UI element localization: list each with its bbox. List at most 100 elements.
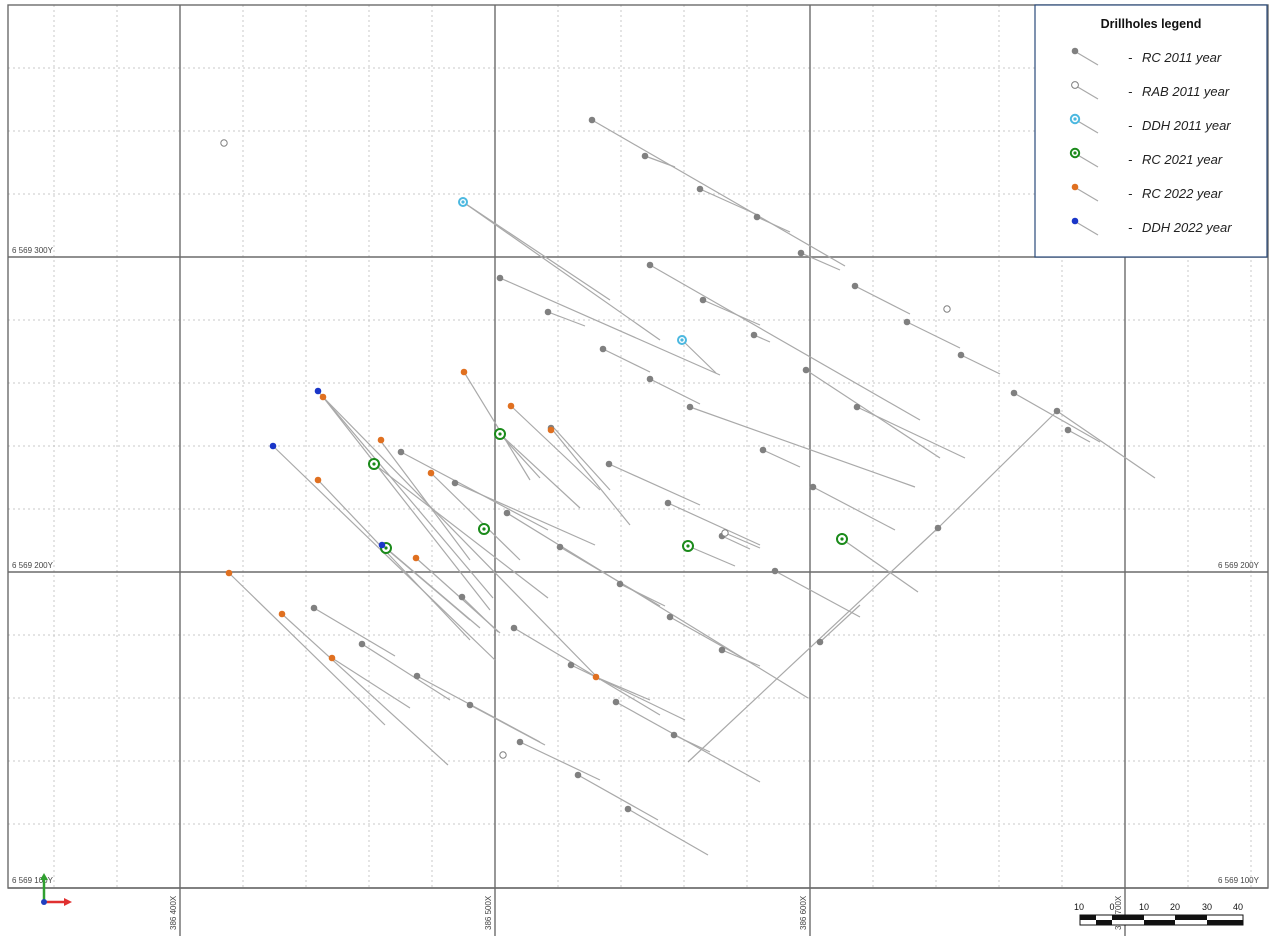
rc-2011-collar[interactable]: [516, 738, 524, 746]
rc-2011-collar[interactable]: [802, 366, 810, 374]
rc-2011-collar[interactable]: [664, 499, 672, 507]
rc-2011-collar[interactable]: [750, 331, 758, 339]
legend-label: DDH 2022 year: [1142, 220, 1232, 235]
rc-2022-collar[interactable]: [225, 569, 233, 577]
rc-2022-collar[interactable]: [427, 469, 435, 477]
rc-2022-collar[interactable]: [507, 402, 515, 410]
rc-2011-collar[interactable]: [670, 731, 678, 739]
easting-label-700: 386 700X: [1114, 895, 1123, 930]
rab-2011-collar[interactable]: [499, 751, 507, 759]
rc-2011-collar[interactable]: [851, 282, 859, 290]
rc-2011-collar[interactable]: [1053, 407, 1061, 415]
rab-2011-collar[interactable]: [721, 529, 729, 537]
rc-2011-collar[interactable]: [510, 624, 518, 632]
rc-2011-collar[interactable]: [699, 296, 707, 304]
drillhole-trace: [841, 538, 919, 593]
rc-2011-collar[interactable]: [816, 638, 824, 646]
drillhole-trace: [595, 676, 651, 701]
rc-2021-collar[interactable]: [494, 428, 506, 440]
rc-2011-collar[interactable]: [588, 116, 596, 124]
drillhole-trace: [499, 277, 721, 376]
rc-2011-collar[interactable]: [903, 318, 911, 326]
rc-2021-collar[interactable]: [478, 523, 490, 535]
rc-2011-collar[interactable]: [771, 567, 779, 575]
rc-2011-collar[interactable]: [413, 672, 421, 680]
rc-2011-collar[interactable]: [616, 580, 624, 588]
rc-2011-collar[interactable]: [1010, 389, 1018, 397]
rc-2011-collar[interactable]: [696, 185, 704, 193]
rc-2011-collar[interactable]: [567, 661, 575, 669]
rab-2011-collar[interactable]: [220, 139, 228, 147]
rc-2022-collar[interactable]: [377, 436, 385, 444]
rc-2011-collar[interactable]: [718, 646, 726, 654]
rc-2011-collar[interactable]: [599, 345, 607, 353]
drillhole-trace: [687, 545, 736, 567]
rc-2022-collar[interactable]: [412, 554, 420, 562]
rc-2022-collar[interactable]: [460, 368, 468, 376]
ddh-2022-collar[interactable]: [378, 541, 386, 549]
rc-2011-collar[interactable]: [641, 152, 649, 160]
drillhole-trace: [228, 572, 386, 726]
rc-2011-collar[interactable]: [612, 698, 620, 706]
rc-2011-collar[interactable]: [686, 403, 694, 411]
rc-2011-collar[interactable]: [458, 593, 466, 601]
rc-2011-collar[interactable]: [797, 249, 805, 257]
ddh-2022-collar[interactable]: [314, 387, 322, 395]
rc-2011-collar[interactable]: [809, 483, 817, 491]
rc-2021-collar[interactable]: [368, 458, 380, 470]
rc-2021-collar[interactable]: [836, 533, 848, 545]
rc-2011-collar[interactable]: [451, 479, 459, 487]
drillhole-trace: [559, 546, 661, 607]
rc-2011-collar[interactable]: [853, 403, 861, 411]
rc-2021-collar[interactable]: [682, 540, 694, 552]
rc-2022-collar[interactable]: [319, 393, 327, 401]
drillhole-trace: [721, 649, 761, 667]
rc-2022-collar[interactable]: [314, 476, 322, 484]
rc-2011-collar[interactable]: [556, 543, 564, 551]
rc-2011-collar[interactable]: [310, 604, 318, 612]
rc-2022-collar[interactable]: [278, 610, 286, 618]
rc-2022-collar[interactable]: [328, 654, 336, 662]
drillhole-trace: [721, 535, 751, 550]
rc-2011-collar[interactable]: [666, 613, 674, 621]
drillhole-trace: [322, 396, 601, 681]
rab-2011-collar[interactable]: [943, 305, 951, 313]
rc-2011-collar[interactable]: [934, 524, 942, 532]
rc-2011-collar[interactable]: [1064, 426, 1072, 434]
drillhole-trace: [454, 482, 596, 546]
rc-2011-collar[interactable]: [957, 351, 965, 359]
rc-2022-collar[interactable]: [592, 673, 600, 681]
legend-item-0: - RC 2011 year: [1071, 47, 1222, 66]
scale-bar-block: [1175, 915, 1207, 920]
ddh-2022-collar[interactable]: [269, 442, 277, 450]
drillhole-trace: [602, 348, 651, 373]
rc-2011-collar[interactable]: [759, 446, 767, 454]
rc-2011-collar[interactable]: [466, 701, 474, 709]
drillhole-trace: [499, 433, 581, 509]
scale-label-40: 40: [1233, 902, 1243, 912]
rc-2011-collar[interactable]: [605, 460, 613, 468]
rc-2011-collar[interactable]: [574, 771, 582, 779]
rc-2011-collar[interactable]: [358, 640, 366, 648]
rc-2011-collar[interactable]: [503, 509, 511, 517]
rc-2011-collar[interactable]: [624, 805, 632, 813]
drillhole-trace: [317, 390, 494, 599]
legend-item-4: - RC 2022 year: [1071, 183, 1223, 202]
rc-2011-collar[interactable]: [544, 308, 552, 316]
drillhole-trace: [673, 734, 711, 753]
ddh-2011-collar[interactable]: [458, 197, 468, 207]
rc-2011-collar[interactable]: [496, 274, 504, 282]
rc-2011-collar[interactable]: [753, 213, 761, 221]
ddh-2011-collar[interactable]: [677, 335, 687, 345]
easting-label-600: 386 600X: [799, 895, 808, 930]
rc-2011-collar[interactable]: [646, 261, 654, 269]
easting-label-400: 386 400X: [169, 895, 178, 930]
axis-indicator-icon: [40, 873, 72, 906]
rc-2011-collar[interactable]: [646, 375, 654, 383]
rc-2022-collar[interactable]: [547, 426, 555, 434]
rc-2011-collar[interactable]: [397, 448, 405, 456]
drillhole-trace: [649, 378, 701, 405]
drillhole-trace: [699, 188, 761, 217]
legend-label: RC 2011 year: [1142, 50, 1222, 65]
